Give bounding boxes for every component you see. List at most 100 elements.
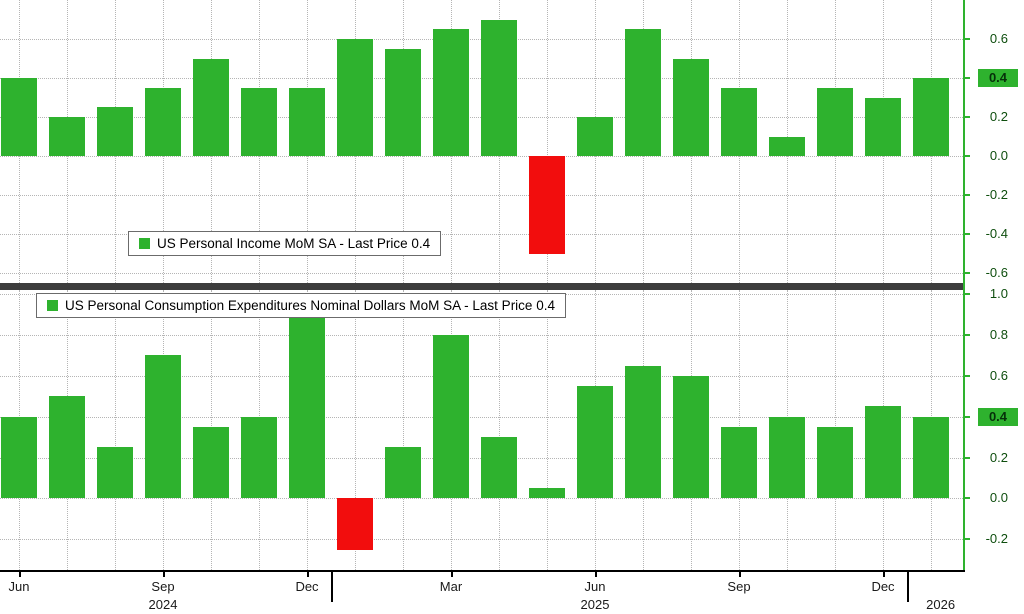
bar-jul-2024 (49, 117, 85, 157)
x-axis-month-label: Dec (871, 579, 895, 594)
income-panel: 0.60.40.20.0-0.2-0.4-0.60.4 (0, 0, 1024, 283)
right-axis-line (963, 0, 965, 572)
last-price-badge: 0.4 (978, 69, 1018, 88)
vertical-gridline (403, 290, 404, 570)
y-axis-tick-label: 0.2 (989, 109, 1008, 125)
bar-aug-2025 (673, 58, 709, 157)
x-axis-tick (307, 572, 309, 577)
pce-legend: US Personal Consumption Expenditures Nom… (36, 293, 566, 318)
x-axis-tick (595, 572, 597, 577)
x-axis-month-label: Dec (295, 579, 319, 594)
bar-oct-2025 (769, 416, 805, 499)
y-axis-tick-label: 0.0 (989, 148, 1008, 164)
horizontal-gridline (0, 334, 963, 336)
bar-apr-2025 (481, 19, 517, 157)
x-axis-line (0, 570, 965, 572)
x-axis-year-label: 2025 (580, 597, 610, 612)
y-axis-tick-mark (963, 155, 970, 158)
bar-oct-2024 (193, 426, 229, 499)
horizontal-gridline (0, 195, 963, 197)
y-axis-tick-mark (963, 538, 970, 541)
x-axis-tick (739, 572, 741, 577)
bar-nov-2024 (241, 87, 277, 157)
y-axis-tick-label: -0.2 (985, 187, 1008, 203)
vertical-gridline (547, 0, 548, 283)
bar-sep-2025 (721, 426, 757, 499)
bar-may-2025 (529, 156, 565, 254)
panel-divider (0, 283, 965, 290)
x-axis-tick (883, 572, 885, 577)
bar-oct-2025 (769, 136, 805, 157)
bar-oct-2024 (193, 58, 229, 157)
bar-sep-2025 (721, 87, 757, 157)
year-divider-tick (331, 572, 333, 602)
y-axis-tick-mark (963, 116, 970, 119)
x-axis-year-label: 2026 (926, 597, 956, 612)
bar-dec-2024 (289, 87, 325, 157)
horizontal-gridline (0, 375, 963, 377)
horizontal-gridline (0, 539, 963, 541)
bar-mar-2025 (433, 29, 469, 157)
y-axis-tick-mark (963, 293, 970, 296)
bar-mar-2025 (433, 334, 469, 499)
y-axis-tick-label: 0.2 (989, 449, 1008, 465)
x-axis-month-label: Sep (151, 579, 175, 594)
x-axis-month-label: Jun (8, 579, 30, 594)
y-axis-tick-mark (963, 77, 970, 80)
bar-jun-2024 (1, 416, 37, 499)
year-divider-tick (907, 572, 909, 602)
y-axis-tick-label: 1.0 (989, 286, 1008, 302)
bar-may-2025 (529, 488, 565, 499)
bar-aug-2025 (673, 375, 709, 499)
y-axis-tick-mark (963, 374, 970, 377)
horizontal-gridline (0, 234, 963, 236)
legend-swatch-icon (139, 238, 150, 249)
y-axis-tick-mark (963, 415, 970, 418)
income-legend-label: US Personal Income MoM SA - Last Price 0… (157, 236, 431, 251)
x-axis-tick (163, 572, 165, 577)
x-axis-tick (451, 572, 453, 577)
bar-nov-2025 (817, 87, 853, 157)
x-axis-month-label: Mar (439, 579, 463, 594)
legend-swatch-icon (47, 300, 58, 311)
y-axis-tick-mark (963, 233, 970, 236)
x-axis-year-label: 2024 (148, 597, 178, 612)
x-axis-labels: Jun Sep Dec Mar Jun Sep Dec 2024 2025 2026 (0, 570, 1024, 614)
y-axis-tick-mark (963, 272, 970, 275)
y-axis-tick-label: 0.0 (989, 490, 1008, 506)
bar-jun-2025 (577, 117, 613, 157)
y-axis-tick-label: 0.8 (989, 326, 1008, 342)
bar-jun-2025 (577, 386, 613, 499)
bar-nov-2025 (817, 426, 853, 499)
y-axis-tick-label: 0.6 (989, 31, 1008, 47)
bar-dec-2025 (865, 406, 901, 499)
bar-aug-2024 (97, 107, 133, 157)
bar-apr-2025 (481, 437, 517, 499)
y-axis-tick-mark (963, 456, 970, 459)
vertical-gridline (355, 290, 356, 570)
y-axis-tick-mark (963, 38, 970, 41)
bar-sep-2024 (145, 87, 181, 157)
x-axis-month-label: Jun (584, 579, 606, 594)
x-axis-month-label: Sep (727, 579, 751, 594)
bar-jul-2024 (49, 396, 85, 499)
bar-dec-2024 (289, 294, 325, 499)
bar-jan-2025 (337, 39, 373, 157)
bar-feb-2025 (385, 48, 421, 157)
bar-jul-2025 (625, 29, 661, 157)
bar-sep-2024 (145, 355, 181, 499)
y-axis-tick-label: -0.2 (985, 531, 1008, 547)
y-axis-tick-label: -0.6 (985, 265, 1008, 281)
y-axis-tick-label: 0.6 (989, 367, 1008, 383)
bar-aug-2024 (97, 447, 133, 499)
y-axis-tick-label: -0.4 (985, 226, 1008, 242)
vertical-gridline (115, 290, 116, 570)
bar-jun-2024 (1, 78, 37, 157)
horizontal-gridline (0, 273, 963, 275)
last-price-badge: 0.4 (978, 407, 1018, 426)
vertical-gridline (547, 290, 548, 570)
x-axis-tick (19, 572, 21, 577)
bar-jul-2025 (625, 365, 661, 499)
bar-feb-2025 (385, 447, 421, 499)
